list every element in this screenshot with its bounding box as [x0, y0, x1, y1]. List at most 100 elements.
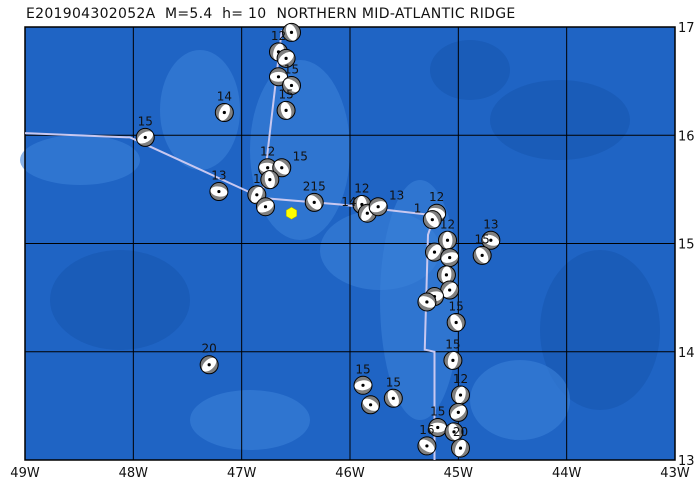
beachball-center	[444, 273, 449, 277]
beachball-center	[425, 444, 429, 448]
depth-label: 15	[284, 62, 299, 76]
beachball-center	[284, 108, 288, 112]
beachball-center	[361, 383, 365, 387]
beachball-center	[425, 300, 429, 304]
depth-label: 12	[271, 29, 286, 43]
bathymetry-patch	[470, 360, 570, 440]
beachball-center	[368, 403, 373, 407]
depth-label: 20	[202, 342, 217, 356]
bathymetry-patch	[430, 40, 510, 100]
depth-label: 12	[453, 372, 468, 386]
beachball-center	[268, 178, 272, 182]
focal-mechanism-beachball	[443, 350, 463, 370]
depth-label: 15	[430, 405, 445, 419]
beachball-center	[284, 56, 288, 60]
focal-mechanism-beachball	[446, 313, 466, 333]
depth-label: 12	[354, 182, 369, 196]
depth-label: 20	[453, 425, 468, 439]
depth-label: 15	[449, 300, 464, 314]
depth-label: 215	[303, 179, 326, 193]
lat-tick-label: 15N	[678, 238, 695, 253]
depth-label: 12	[429, 190, 444, 204]
bathymetry-patch	[20, 135, 140, 185]
focal-mechanism-beachball	[304, 192, 324, 212]
beachball-center	[376, 205, 380, 209]
focal-mechanism-beachball	[451, 438, 470, 458]
focal-mechanism-beachball	[451, 385, 470, 405]
depth-label: 15	[293, 150, 308, 164]
focal-mechanism-beachball	[417, 292, 437, 312]
depth-label: 15	[475, 232, 490, 246]
beachball-center	[217, 189, 221, 194]
focal-mechanism-beachball	[472, 245, 492, 265]
depth-label: 14	[341, 195, 356, 209]
beachball-center	[452, 430, 456, 434]
depth-label: 13	[483, 217, 498, 231]
bathymetry-patch	[190, 390, 310, 450]
lon-tick-label: 43W	[660, 466, 690, 481]
focal-mechanism-beachball	[361, 395, 381, 415]
focal-mechanism-beachball	[438, 230, 457, 250]
focal-mechanism-beachball	[481, 230, 501, 250]
depth-label: 15	[278, 87, 293, 101]
beachball-center	[430, 218, 434, 222]
main-event-marker	[286, 206, 297, 220]
map-frame	[24, 26, 676, 461]
focal-mechanism-beachball	[440, 248, 460, 268]
beachball-center	[448, 255, 452, 260]
beachball-center	[255, 193, 259, 197]
lon-tick-label: 47W	[227, 466, 257, 481]
beachball-center	[143, 135, 147, 140]
lat-tick-label: 13N	[678, 454, 695, 469]
focal-mechanism-beachball	[368, 197, 388, 217]
focal-mechanism-beachball	[282, 75, 301, 95]
lon-tick-label: 49W	[10, 466, 40, 481]
beachball-center	[454, 320, 458, 325]
depth-label: 13	[389, 189, 404, 203]
beachball-center	[222, 110, 226, 115]
focal-mechanism-beachball	[260, 170, 280, 190]
focal-mechanism-beachball	[383, 388, 403, 408]
beachball-center	[458, 393, 463, 397]
bathymetry-patch	[250, 60, 350, 240]
depth-label: 15	[355, 362, 370, 376]
depth-label: 1	[414, 202, 422, 216]
beachball-center	[276, 75, 281, 79]
focal-mechanism-beachball	[417, 436, 437, 456]
focal-mechanism-beachball	[422, 210, 442, 230]
focal-mechanism-beachball	[282, 22, 301, 42]
lon-tick-label: 48W	[119, 466, 149, 481]
depth-label: 15	[386, 375, 401, 389]
focal-mechanism-beachball	[272, 158, 292, 178]
bathymetry-patch	[540, 250, 660, 410]
beachball-center	[436, 425, 440, 430]
lon-tick-label: 46W	[335, 466, 365, 481]
beachball-center	[432, 250, 437, 254]
depth-label: 12	[260, 145, 275, 159]
bathymetry-patch	[490, 80, 630, 160]
beachball-center	[458, 446, 463, 450]
event-title: E201904302052A M=5.4 h= 10	[26, 6, 267, 22]
lat-tick-label: 14N	[678, 346, 695, 361]
lon-tick-label: 45W	[444, 466, 474, 481]
focal-mechanism-beachball	[425, 242, 444, 262]
beachball-center	[289, 83, 294, 88]
beachball-center	[489, 238, 493, 242]
focal-mechanism-beachball	[448, 402, 468, 422]
depth-label: 16	[419, 423, 434, 437]
lon-tick-label: 44W	[552, 466, 582, 481]
bathymetry-patch	[50, 250, 190, 350]
focal-mechanism-beachball	[276, 48, 296, 68]
beachball-center	[263, 205, 268, 209]
beachball-center	[391, 396, 395, 400]
lat-tick-label: 17N	[678, 21, 695, 36]
bathymetry-patch	[320, 210, 440, 290]
beachball-center	[451, 358, 455, 363]
focal-mechanism-beachball	[256, 197, 275, 217]
focal-mechanism-beachball	[444, 422, 464, 442]
depth-label: 13	[211, 169, 226, 183]
focal-mechanism-beachball	[353, 375, 373, 395]
depth-label: 15	[445, 337, 460, 351]
beachball-center	[456, 410, 460, 414]
